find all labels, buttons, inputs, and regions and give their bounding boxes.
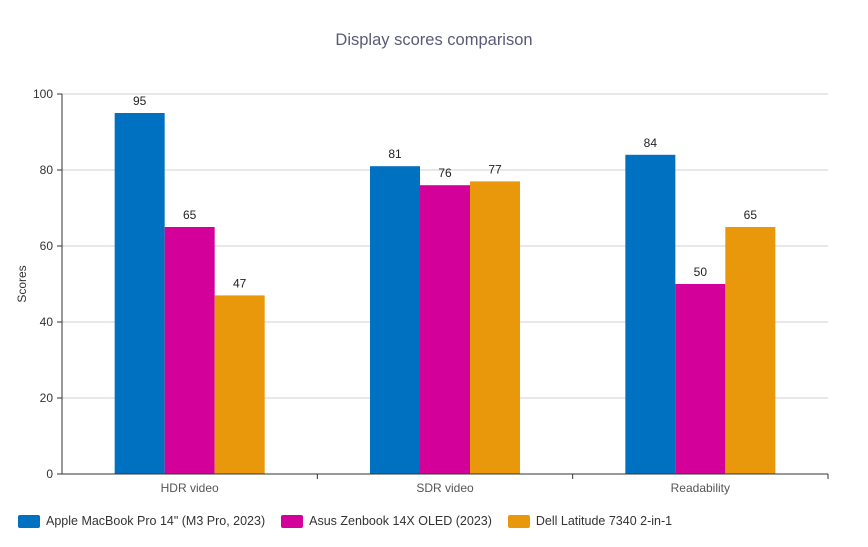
bar-value-label: 81	[388, 147, 402, 161]
bar-value-label: 47	[233, 276, 247, 290]
bar-value-label: 95	[133, 94, 147, 108]
y-tick-label: 100	[33, 87, 53, 101]
bar	[164, 227, 215, 474]
bar	[214, 295, 265, 474]
bar	[420, 185, 470, 474]
legend-swatch	[18, 514, 40, 528]
bar	[370, 166, 420, 474]
legend-item[interactable]: Dell Latitude 7340 2-in-1	[507, 514, 673, 528]
legend: Apple MacBook Pro 14" (M3 Pro, 2023) Asus…	[18, 514, 688, 528]
x-tick-label: HDR video	[161, 481, 219, 495]
bar-value-label: 76	[438, 166, 452, 180]
legend-item[interactable]: Asus Zenbook 14X OLED (2023)	[281, 514, 492, 528]
y-tick-label: 40	[40, 315, 54, 329]
bar	[725, 227, 776, 474]
x-tick-label: SDR video	[416, 481, 474, 495]
bar-value-label: 84	[644, 136, 658, 150]
legend-label: Apple MacBook Pro 14" (M3 Pro, 2023)	[46, 514, 266, 528]
bar	[625, 154, 676, 475]
legend-label: Dell Latitude 7340 2-in-1	[535, 514, 673, 528]
bar-value-label: 77	[488, 162, 502, 176]
legend-item[interactable]: Apple MacBook Pro 14" (M3 Pro, 2023)	[18, 514, 265, 528]
axes: 0 20 40 60 80 100 HDR video SDR video Readabilit…	[33, 87, 829, 495]
x-tick-label: Readability	[671, 481, 730, 495]
legend-label: Asus Zenbook 14X OLED (2023)	[309, 514, 492, 528]
bar	[675, 284, 726, 474]
bar	[114, 113, 165, 474]
bar-value-label: 50	[694, 265, 708, 279]
bar-value-label: 65	[744, 208, 758, 222]
y-tick-label: 80	[40, 163, 54, 177]
y-tick-label: 0	[46, 467, 53, 481]
y-axis-label: Scores	[15, 265, 29, 302]
bar	[470, 181, 520, 474]
legend-swatch	[507, 514, 530, 528]
chart-title: Display scores comparison	[335, 31, 532, 49]
bars: 95 65 47 81 76 77 84 50 65	[114, 94, 776, 475]
legend-swatch	[281, 514, 304, 528]
y-tick-label: 60	[40, 239, 54, 253]
bar-value-label: 65	[183, 208, 197, 222]
y-tick-label: 20	[40, 391, 54, 405]
